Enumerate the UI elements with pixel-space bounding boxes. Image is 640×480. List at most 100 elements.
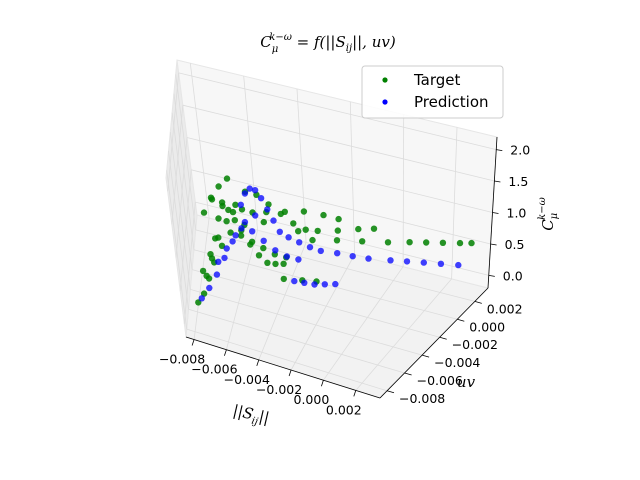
point-target-13: [272, 260, 279, 268]
point-prediction-19: [285, 234, 292, 241]
point-prediction-10: [295, 256, 302, 263]
point-target-26: [215, 234, 222, 241]
gridline-z-left-4: [167, 72, 180, 192]
point-prediction-36: [215, 258, 222, 265]
point-target-31: [265, 201, 272, 208]
point-target-62: [300, 208, 308, 215]
point-target-34: [302, 226, 309, 233]
point-target-56: [314, 227, 321, 235]
point-target-59: [370, 225, 378, 232]
z-tick-label-1: 0.5: [505, 237, 525, 252]
x-tick-label-0: −0.008: [159, 352, 205, 367]
x-tick-label-5: 0.002: [326, 402, 362, 417]
data-points: [195, 175, 475, 306]
point-prediction-17: [270, 217, 277, 224]
point-prediction-26: [387, 257, 394, 264]
point-prediction-24: [349, 253, 356, 260]
point-target-54: [468, 239, 475, 247]
z-tick-label-2: 1.0: [507, 206, 527, 221]
y-tick-label-0: −0.008: [399, 391, 445, 406]
point-target-57: [334, 227, 341, 234]
point-prediction-8: [272, 247, 279, 254]
x-axis-label: ||Sij||: [230, 401, 271, 430]
y-tick-0: [386, 390, 395, 394]
gridline-y-floor-3: [191, 269, 440, 338]
gridline-x-floor-5: [355, 278, 452, 391]
y-axis-label: uv: [457, 373, 476, 391]
point-target-48: [359, 238, 366, 245]
point-prediction-38: [232, 232, 239, 239]
point-target-35: [200, 209, 208, 216]
x-tick-label-1: −0.006: [191, 362, 237, 377]
gridline-z-back-4: [178, 72, 497, 150]
point-prediction-31: [291, 277, 298, 285]
point-prediction-29: [437, 260, 445, 267]
point-prediction-3: [221, 254, 228, 262]
point-target-51: [423, 239, 430, 246]
point-prediction-33: [311, 281, 318, 288]
point-target-5: [215, 215, 222, 222]
point-target-58: [355, 225, 362, 233]
point-prediction-0: [198, 295, 205, 302]
point-prediction-11: [237, 201, 244, 208]
point-prediction-35: [332, 280, 339, 288]
point-prediction-40: [252, 212, 259, 219]
point-prediction-28: [420, 259, 427, 266]
point-target-12: [264, 259, 271, 266]
x-tick-label-4: 0.000: [294, 392, 330, 407]
legend-marker-target: [382, 77, 388, 83]
point-target-21: [260, 244, 267, 252]
point-target-43: [207, 194, 215, 201]
y-tick-2: [421, 354, 430, 358]
y-tick-label-4: 0.000: [469, 319, 505, 334]
gridline-z-back-2: [186, 137, 493, 213]
point-target-53: [456, 239, 464, 247]
point-target-37: [218, 199, 226, 206]
axis-ticks: −0.008−0.006−0.004−0.0020.0000.002−0.008…: [159, 143, 530, 418]
point-prediction-2: [213, 271, 221, 278]
point-prediction-1: [206, 284, 213, 292]
point-prediction-21: [306, 244, 314, 251]
point-target-18: [227, 229, 234, 236]
point-target-47: [333, 237, 341, 244]
z-tick-label-3: 1.5: [508, 174, 528, 189]
point-target-46: [309, 236, 316, 244]
point-target-42: [260, 218, 267, 226]
point-target-64: [335, 215, 342, 223]
point-target-50: [406, 239, 413, 246]
gridline-z-left-1: [179, 169, 192, 291]
point-prediction-12: [241, 190, 249, 197]
point-target-17: [218, 242, 226, 249]
point-prediction-16: [264, 206, 271, 213]
y-tick-5: [474, 301, 482, 304]
point-target-20: [248, 238, 256, 245]
point-target-19: [237, 232, 245, 239]
point-target-52: [439, 239, 447, 246]
point-prediction-9: [283, 253, 291, 260]
series-prediction: [198, 185, 462, 302]
x-tick-label-3: −0.002: [256, 382, 302, 397]
y-tick-label-3: −0.002: [452, 337, 498, 352]
gridline-z-back-1: [191, 169, 491, 245]
point-target-49: [384, 239, 392, 246]
point-prediction-23: [334, 250, 341, 257]
x-tick-label-2: −0.004: [224, 372, 270, 387]
point-prediction-20: [296, 239, 303, 246]
point-prediction-37: [223, 245, 230, 252]
gridline-y-floor-2: [190, 289, 423, 356]
point-prediction-22: [317, 247, 324, 255]
y-axis-line: [379, 287, 489, 399]
z-tick-3: [494, 180, 501, 183]
gridline-z-left-2: [175, 137, 188, 258]
point-prediction-34: [321, 281, 328, 288]
point-prediction-4: [229, 238, 236, 245]
point-prediction-14: [251, 187, 259, 194]
z-tick-1: [490, 243, 497, 246]
x-tick-3: [288, 369, 292, 377]
point-target-61: [281, 208, 288, 215]
x-axis-line: [185, 336, 381, 399]
point-prediction-30: [455, 261, 462, 269]
y-tick-4: [457, 318, 465, 322]
